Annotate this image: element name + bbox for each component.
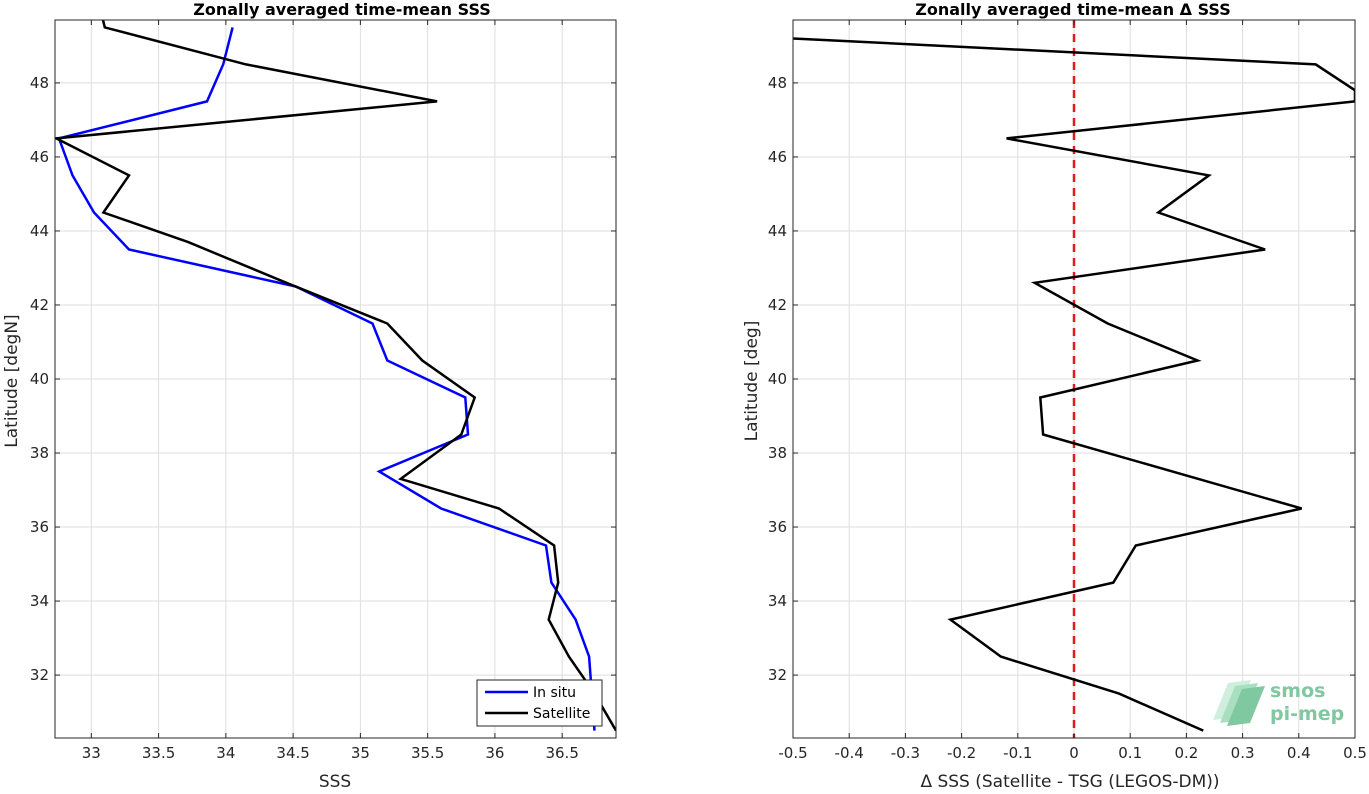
x-tick-label: 0.1 [1118,744,1142,762]
y-tick-label: 46 [30,148,49,166]
x-tick-label: 34.5 [276,744,309,762]
y-tick-label: 48 [30,74,49,92]
legend-label-in-situ: In situ [533,685,576,701]
x-tick-label: 35 [351,744,370,762]
x-tick-label: 0.3 [1231,744,1255,762]
series-line-delta-sss [793,37,1355,732]
x-tick-label: -0.4 [835,744,864,762]
y-axis-label: Latitude [deg] [742,321,762,442]
series-line-in-situ [57,27,596,731]
y-tick-label: 32 [768,666,787,684]
y-tick-label: 32 [30,666,49,684]
chart-title: Zonally averaged time-mean SSS [193,0,491,19]
sss-profile-panel: Zonally averaged time-mean SSS SSS Latit… [2,0,617,792]
x-tick-label: -0.5 [778,744,807,762]
x-tick-label: 0.4 [1287,744,1311,762]
y-tick-label: 38 [30,444,49,462]
smos-pi-mep-logo: smos pi-mep [1213,680,1344,726]
legend-label-satellite: Satellite [533,706,590,722]
y-tick-label: 42 [768,296,787,314]
logo-text-smos: smos [1270,680,1325,702]
chart-title: Zonally averaged time-mean Δ SSS [915,0,1231,19]
x-tick-label: 0.5 [1343,744,1367,762]
y-tick-label: 38 [768,444,787,462]
y-tick-label: 44 [30,222,49,240]
y-tick-label: 44 [768,222,787,240]
y-tick-label: 34 [768,592,787,610]
y-tick-label: 40 [768,370,787,388]
y-tick-label: 40 [30,370,49,388]
y-tick-label: 48 [768,74,787,92]
y-tick-label: 46 [768,148,787,166]
x-tick-label: 0 [1069,744,1079,762]
x-tick-label: -0.3 [891,744,920,762]
x-tick-label: -0.2 [947,744,976,762]
x-tick-label: 34 [216,744,235,762]
x-tick-label: -0.1 [1003,744,1032,762]
y-tick-label: 36 [768,518,787,536]
y-tick-label: 36 [30,518,49,536]
delta-sss-profile-panel: Zonally averaged time-mean Δ SSS Δ SSS (… [742,0,1367,792]
x-tick-label: 36 [485,744,504,762]
y-axis-label: Latitude [degN] [2,314,22,447]
logo-mark [1213,680,1265,726]
logo-text-pi-mep: pi-mep [1270,703,1344,725]
grid [55,20,616,738]
y-tick-label: 34 [30,592,49,610]
series-line-satellite [55,20,616,732]
x-tick-label: 0.2 [1174,744,1198,762]
x-tick-label: 36.5 [545,744,578,762]
x-tick-label: 35.5 [411,744,444,762]
x-tick-label: 33.5 [142,744,175,762]
y-tick-label: 42 [30,296,49,314]
legend: In situ Satellite [476,679,603,727]
x-axis-label: SSS [319,772,351,790]
x-tick-label: 33 [82,744,101,762]
legend-box [476,679,603,727]
x-axis-label: Δ SSS (Satellite - TSG (LEGOS-DM)) [920,772,1219,790]
